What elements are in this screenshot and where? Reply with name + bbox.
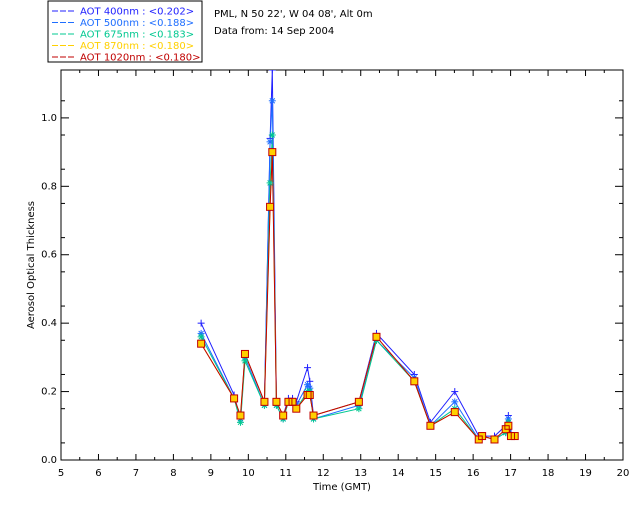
point-s0-0: [197, 319, 205, 327]
point-s4-11: [292, 404, 301, 413]
point-s4-7: [272, 397, 281, 406]
point-s2-15: [355, 405, 363, 413]
point-s4-5: [266, 202, 275, 211]
point-s4-26: [510, 432, 519, 441]
point-s4-14: [309, 411, 318, 420]
point-s1-5: [266, 138, 274, 146]
x-tick-label: 17: [504, 468, 517, 479]
point-s3-11: [292, 405, 300, 413]
point-s4-8: [279, 411, 288, 420]
point-s4-1: [230, 394, 239, 403]
legend: AOT 400nm : <0.202>AOT 500nm : <0.188>AO…: [47, 0, 203, 64]
point-s4-16: [372, 332, 381, 341]
y-axis: 0.0 0.2 0.4 0.6 0.8 1.0: [41, 100, 623, 466]
point-s4-17: [410, 377, 419, 386]
legend-label-2: AOT 675nm : <0.183>: [80, 30, 194, 41]
legend-label-4: AOT 1020nm : <0.180>: [80, 53, 200, 64]
point-s4-2: [236, 411, 245, 420]
point-s4-0: [197, 339, 206, 348]
x-tick-label: 19: [579, 468, 592, 479]
point-s0-12: [304, 364, 312, 372]
point-s4-4: [260, 397, 269, 406]
x-tick-label: 11: [279, 468, 292, 479]
point-s3-4: [260, 398, 268, 406]
y-tick-label: 1.0: [41, 113, 57, 124]
point-s3-1: [230, 394, 238, 402]
point-s3-16: [372, 333, 380, 341]
point-s4-15: [354, 397, 363, 406]
series-markers: [197, 70, 519, 444]
y-tick-label: 0.8: [41, 181, 57, 192]
y-tick-label: 0.2: [41, 387, 57, 398]
point-s1-19: [451, 398, 459, 406]
x-tick-label: 10: [242, 468, 255, 479]
x-axis-title: Time (GMT): [312, 482, 371, 493]
point-s0-6: [268, 70, 276, 74]
x-tick-label: 15: [429, 468, 442, 479]
x-axis: 5 6 7 8 9 10 11 12 13 14 15 16 17 18 19 20: [58, 70, 630, 479]
point-s4-21: [478, 432, 487, 441]
point-s4-19: [450, 408, 459, 417]
point-s3-2: [236, 412, 244, 420]
y-axis-title: Aerosol Optical Thickness: [26, 201, 37, 329]
location-info: PML, N 50 22', W 04 08', Alt 0m: [214, 9, 373, 20]
point-s4-22: [490, 435, 499, 444]
series-line-2: [200, 134, 515, 441]
x-tick-label: 13: [354, 468, 367, 479]
point-s2-5: [266, 179, 274, 187]
point-s3-0: [197, 340, 205, 348]
point-s3-8: [279, 412, 287, 420]
point-s3-19: [451, 408, 459, 416]
point-s3-15: [355, 398, 363, 406]
point-s4-9: [284, 397, 293, 406]
plot-frame: [60, 69, 624, 461]
x-tick-label: 12: [317, 468, 330, 479]
point-s0-19: [451, 388, 459, 396]
point-s3-13: [306, 391, 314, 399]
y-tick-label: 0.0: [41, 455, 57, 466]
point-s3-10: [289, 398, 297, 406]
point-s4-24: [504, 421, 513, 430]
date-info: Data from: 14 Sep 2004: [214, 26, 334, 37]
point-s3-17: [410, 377, 418, 385]
series-line-4: [200, 152, 515, 441]
point-s3-6: [268, 148, 276, 156]
point-s3-18: [426, 422, 434, 430]
point-s3-3: [241, 350, 249, 358]
x-tick-label: 5: [58, 468, 64, 479]
point-s3-5: [266, 203, 274, 211]
series-line-1: [200, 100, 515, 441]
x-tick-label: 9: [208, 468, 214, 479]
x-tick-label: 20: [617, 468, 630, 479]
y-tick-label: 0.6: [41, 250, 57, 261]
x-tick-label: 8: [170, 468, 176, 479]
legend-label-1: AOT 500nm : <0.188>: [80, 18, 194, 29]
x-tick-label: 18: [542, 468, 555, 479]
x-tick-label: 7: [133, 468, 139, 479]
point-s4-18: [426, 421, 435, 430]
point-s4-13: [305, 391, 314, 399]
point-s3-14: [310, 412, 318, 420]
x-tick-label: 16: [467, 468, 480, 479]
series-line-0: [200, 70, 516, 437]
point-s2-3: [241, 357, 249, 365]
point-s2-6: [268, 131, 276, 139]
point-s2-0: [197, 333, 205, 341]
point-s2-2: [236, 418, 244, 426]
point-s4-3: [240, 349, 249, 358]
x-tick-label: 6: [95, 468, 101, 479]
point-s3-22: [490, 435, 498, 443]
y-tick-label: 0.4: [41, 318, 57, 329]
series-lines: [200, 70, 516, 441]
point-s3-7: [272, 398, 280, 406]
legend-label-3: AOT 870nm : <0.180>: [80, 41, 194, 52]
legend-label-0: AOT 400nm : <0.202>: [80, 7, 194, 18]
point-s3-9: [284, 398, 292, 406]
series-line-3: [200, 152, 515, 441]
point-s1-6: [268, 97, 276, 105]
point-s4-6: [268, 148, 277, 157]
x-tick-label: 14: [392, 468, 405, 479]
